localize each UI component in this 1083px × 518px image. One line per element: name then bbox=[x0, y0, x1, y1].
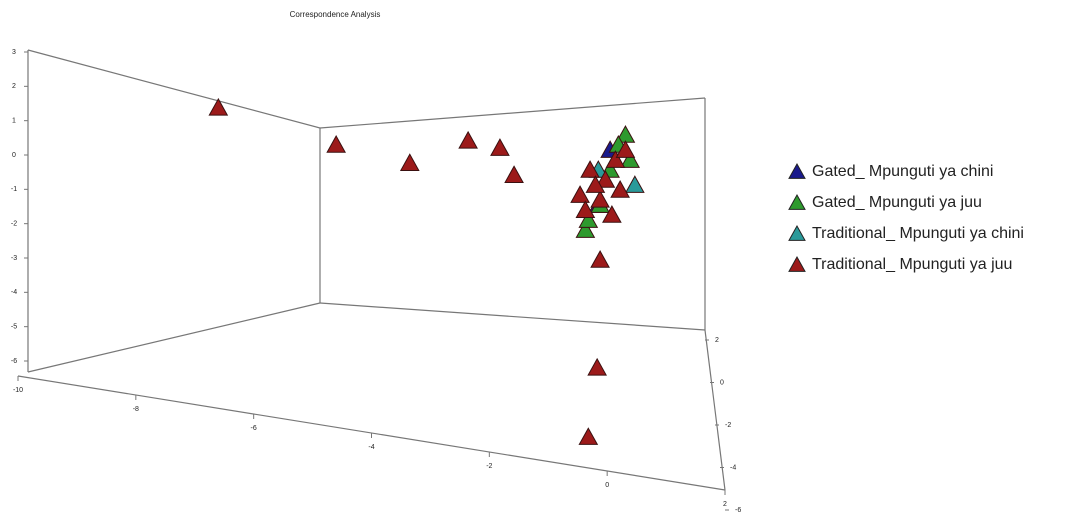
z-tick-label: -2 bbox=[725, 422, 731, 429]
point bbox=[587, 357, 608, 376]
point bbox=[578, 427, 599, 445]
point bbox=[575, 220, 596, 238]
legend-label: Gated_ Mpunguti ya juu bbox=[812, 194, 982, 211]
point bbox=[610, 179, 630, 198]
y-tick-label: 2 bbox=[12, 83, 16, 90]
point bbox=[326, 135, 346, 153]
point bbox=[602, 205, 622, 223]
point bbox=[399, 153, 420, 171]
y-tick-label: -2 bbox=[11, 221, 17, 228]
z-tick-label: -6 bbox=[735, 507, 741, 514]
y-tick-label: -1 bbox=[11, 186, 17, 193]
x-tick-label: -6 bbox=[251, 425, 257, 432]
point bbox=[590, 250, 610, 268]
z-tick-label: 2 bbox=[715, 337, 719, 344]
point bbox=[570, 185, 590, 203]
y-tick-label: -5 bbox=[11, 324, 17, 331]
z-tick-label: 0 bbox=[720, 379, 724, 386]
x-tick-label: -2 bbox=[486, 463, 492, 470]
point bbox=[625, 175, 645, 193]
legend-marker bbox=[788, 255, 806, 272]
point bbox=[615, 140, 636, 158]
y-tick-label: -3 bbox=[11, 255, 17, 262]
point bbox=[620, 150, 640, 168]
point bbox=[458, 130, 478, 149]
x-tick-label: 2 bbox=[723, 501, 727, 508]
chart-title: Correspondence Analysis bbox=[290, 10, 381, 19]
legend-marker bbox=[788, 224, 806, 241]
legend-label: Traditional_ Mpunguti ya juu bbox=[812, 256, 1012, 273]
y-tick-label: 1 bbox=[12, 118, 16, 125]
y-tick-label: 3 bbox=[12, 49, 16, 56]
point bbox=[595, 170, 616, 188]
z-tick-label: -4 bbox=[730, 464, 736, 471]
point bbox=[580, 160, 600, 178]
point bbox=[605, 150, 626, 168]
legend-marker bbox=[788, 193, 806, 210]
x-tick-label: 0 bbox=[605, 482, 609, 489]
legend-marker bbox=[788, 162, 806, 179]
point bbox=[490, 138, 510, 156]
x-tick-label: -4 bbox=[368, 444, 374, 451]
x-tick-label: -8 bbox=[133, 406, 139, 413]
point bbox=[578, 210, 599, 228]
y-tick-label: 0 bbox=[12, 152, 16, 159]
point bbox=[208, 97, 229, 116]
point bbox=[585, 175, 606, 193]
legend-label: Traditional_ Mpunguti ya chini bbox=[812, 225, 1024, 242]
y-tick-label: -6 bbox=[11, 358, 17, 365]
y-tick-label: -4 bbox=[11, 289, 17, 296]
point bbox=[575, 200, 596, 218]
legend-label: Gated_ Mpunguti ya chini bbox=[812, 163, 993, 180]
point bbox=[590, 189, 610, 208]
point bbox=[504, 165, 524, 183]
x-tick-label: -10 bbox=[13, 387, 23, 394]
